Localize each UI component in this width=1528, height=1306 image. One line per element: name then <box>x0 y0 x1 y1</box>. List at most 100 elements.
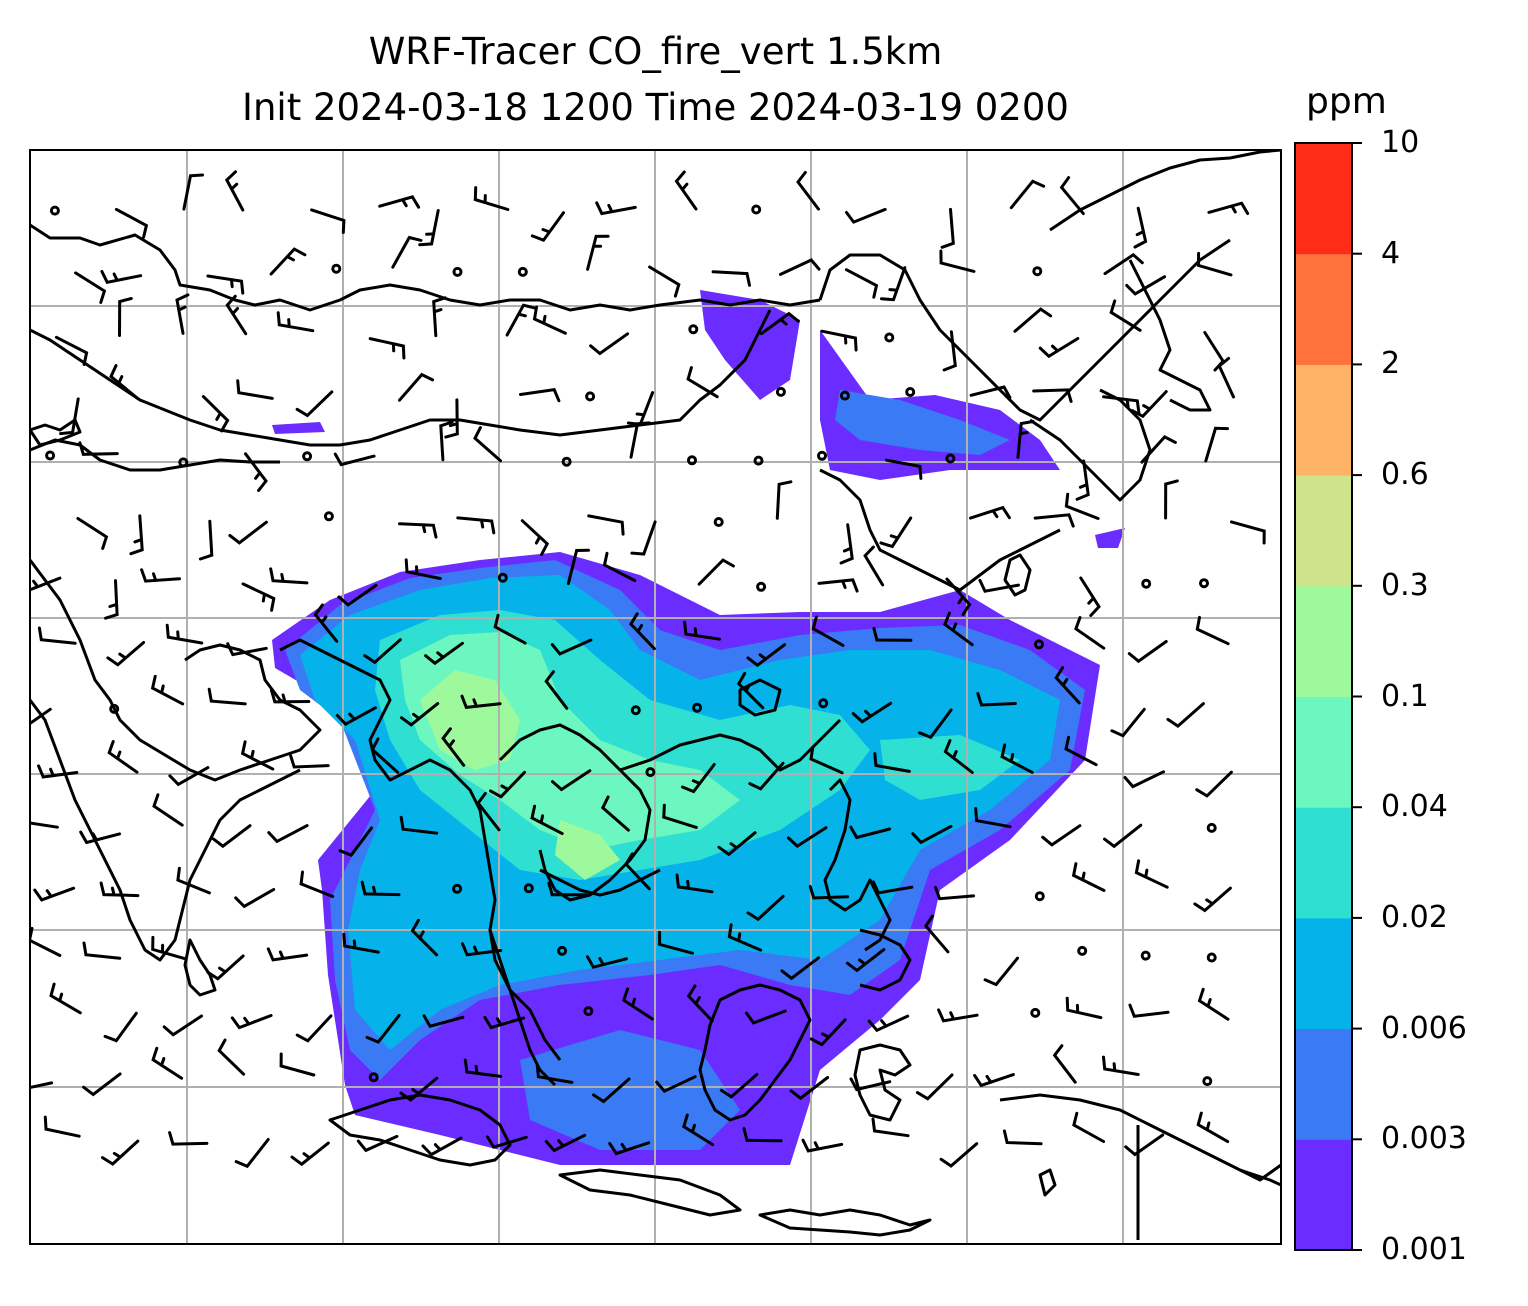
calm-wind-circle <box>1032 266 1043 277</box>
wind-barb <box>1041 824 1082 847</box>
wind-barb <box>342 932 380 954</box>
wind-barb <box>592 1077 631 1104</box>
colorbar-tick-label: 0.001 <box>1381 1232 1467 1267</box>
wind-barb <box>873 752 911 773</box>
calm-wind-circle <box>1206 952 1217 963</box>
wind-barb <box>844 268 879 299</box>
wind-barb <box>1130 390 1168 419</box>
wind-barb <box>151 1046 184 1080</box>
wind-barb <box>1064 492 1100 520</box>
wind-barb <box>748 761 785 791</box>
wind-barb <box>1140 435 1177 464</box>
wind-barb <box>337 583 378 607</box>
wind-barb <box>745 1009 787 1025</box>
wind-barb <box>849 1077 892 1092</box>
calm-wind-circle <box>753 455 764 466</box>
wind-barb <box>1079 576 1101 617</box>
wind-barb <box>1196 251 1233 277</box>
wind-barb <box>30 821 59 829</box>
wind-barb <box>675 873 714 894</box>
wind-barb <box>1207 201 1250 215</box>
wind-barb <box>1103 252 1144 276</box>
colorbar-tick-label: 0.003 <box>1381 1121 1467 1157</box>
colorbar-segment <box>1295 253 1352 365</box>
wind-barb <box>849 825 892 840</box>
wind-barb <box>839 523 854 565</box>
plume-level-4-east <box>880 735 1020 800</box>
wind-barb <box>483 1015 526 1030</box>
wind-barb <box>1032 388 1073 403</box>
wind-barb <box>1054 666 1081 705</box>
wind-barb <box>473 186 510 211</box>
wind-barb <box>228 520 268 545</box>
wind-barb <box>267 824 309 844</box>
wind-barb <box>356 1134 399 1153</box>
calm-wind-circle <box>302 451 313 462</box>
wind-barb <box>918 708 953 740</box>
wind-barb <box>226 642 268 657</box>
wind-barb <box>796 171 820 211</box>
wind-barb <box>150 674 185 706</box>
wind-barb <box>717 831 757 857</box>
wind-barb <box>879 516 913 549</box>
wind-barb <box>1074 616 1106 650</box>
wind-barb <box>544 670 569 710</box>
wind-barb <box>969 505 1011 520</box>
wind-barb <box>1133 206 1148 249</box>
calm-wind-circle <box>561 456 572 467</box>
wind-barb <box>439 420 454 462</box>
plume-level-6-b <box>555 820 620 880</box>
wind-barb <box>943 611 974 647</box>
wind-barb <box>845 948 886 973</box>
wind-barb <box>489 770 527 799</box>
wind-barb <box>589 332 630 356</box>
wind-barb <box>727 923 763 952</box>
calm-wind-circle <box>1034 891 1045 902</box>
wind-barb <box>114 207 149 239</box>
wind-barb <box>719 1073 759 1099</box>
wind-barb <box>236 379 274 400</box>
wind-barb <box>697 558 735 586</box>
wind-barb <box>736 671 765 710</box>
wind-barb <box>566 548 590 585</box>
wind-barb <box>99 881 140 898</box>
wind-barb <box>1166 702 1205 728</box>
wind-barb <box>1110 707 1146 738</box>
calm-wind-circle <box>497 572 508 583</box>
wind-barb <box>586 955 628 969</box>
wind-barb <box>289 754 330 769</box>
wind-barb <box>624 852 651 891</box>
wind-barb <box>1102 395 1141 415</box>
wind-barb <box>74 271 107 304</box>
wind-barbs <box>30 170 1266 1169</box>
calm-wind-circle <box>775 386 786 397</box>
wind-barb <box>1000 743 1034 774</box>
wind-barb <box>1193 886 1232 913</box>
wind-barb <box>943 739 974 774</box>
calm-wind-circle <box>645 767 656 778</box>
wind-barb <box>241 582 276 612</box>
wind-barb <box>1059 176 1085 216</box>
wind-barb <box>103 1011 138 1043</box>
wind-barb <box>165 623 204 645</box>
wind-barb <box>360 880 401 897</box>
wind-barb <box>43 1115 81 1138</box>
wind-barb <box>602 551 637 582</box>
wind-barb <box>1230 520 1266 545</box>
wind-barb <box>310 208 346 234</box>
calm-wind-circle <box>178 457 189 468</box>
wind-barb <box>983 956 1019 987</box>
wind-barb <box>885 458 923 480</box>
wind-barb <box>939 249 976 273</box>
wind-barb <box>129 514 144 556</box>
lat-lon-gridlines <box>30 150 1281 1244</box>
wind-barb <box>461 942 503 957</box>
wind-barb <box>683 620 721 641</box>
plume-level-6 <box>420 670 520 770</box>
wind-barb <box>809 1018 847 1047</box>
wind-barb <box>335 706 377 726</box>
calm-wind-circle <box>452 266 463 277</box>
calm-wind-circle <box>1141 578 1152 589</box>
wind-barb <box>550 638 593 656</box>
